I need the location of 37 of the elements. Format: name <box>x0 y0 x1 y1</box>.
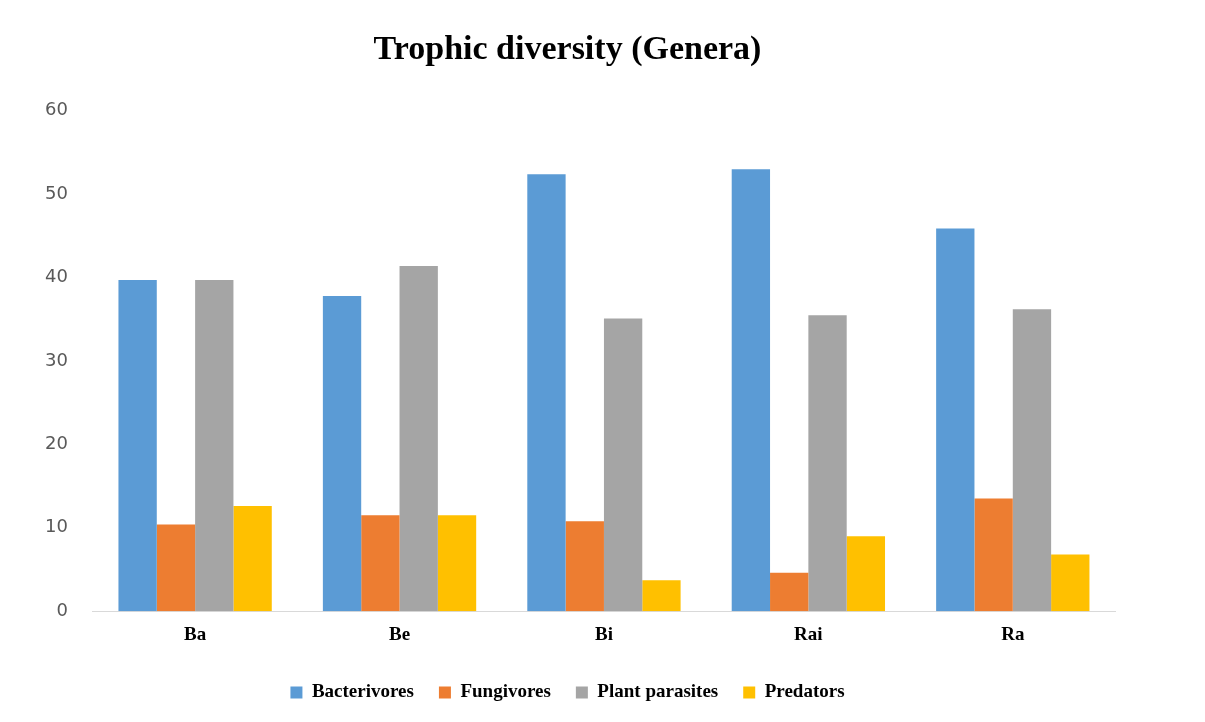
bar <box>437 515 477 612</box>
y-tick-label: 40 <box>45 265 68 287</box>
bar <box>156 524 196 612</box>
bar <box>195 280 234 612</box>
x-tick-label: Ba <box>184 622 207 644</box>
bar <box>974 498 1013 612</box>
legend-label: Predators <box>764 680 845 702</box>
x-tick-label: Bi <box>594 622 613 644</box>
y-tick-label: 0 <box>56 598 68 620</box>
bar <box>1051 554 1090 612</box>
x-tick-label: Ra <box>1001 622 1025 644</box>
bar <box>731 169 771 612</box>
bar <box>527 174 566 612</box>
bar <box>770 572 809 612</box>
bar <box>936 228 975 612</box>
legend-label: Fungivores <box>460 680 551 702</box>
bar <box>808 315 847 612</box>
y-tick-label: 60 <box>45 98 68 120</box>
bar <box>399 265 438 612</box>
bar <box>361 515 400 612</box>
x-tick-label: Rai <box>794 622 823 644</box>
y-tick-label: 30 <box>45 348 68 370</box>
y-tick-label: 10 <box>45 515 68 537</box>
bar <box>322 295 362 612</box>
x-tick-label: Be <box>388 622 411 644</box>
bar <box>118 280 157 612</box>
y-tick-label: 20 <box>45 432 68 454</box>
bar <box>642 580 681 612</box>
bar <box>846 536 886 612</box>
legend-label: Bacterivores <box>311 680 414 702</box>
bar <box>565 521 604 612</box>
bar <box>603 318 643 612</box>
y-tick-label: 50 <box>45 181 68 203</box>
bar <box>1012 309 1052 612</box>
legend-label: Plant parasites <box>597 680 719 702</box>
chart-title: Trophic diversity (Genera) <box>373 29 762 68</box>
bar <box>233 506 272 612</box>
